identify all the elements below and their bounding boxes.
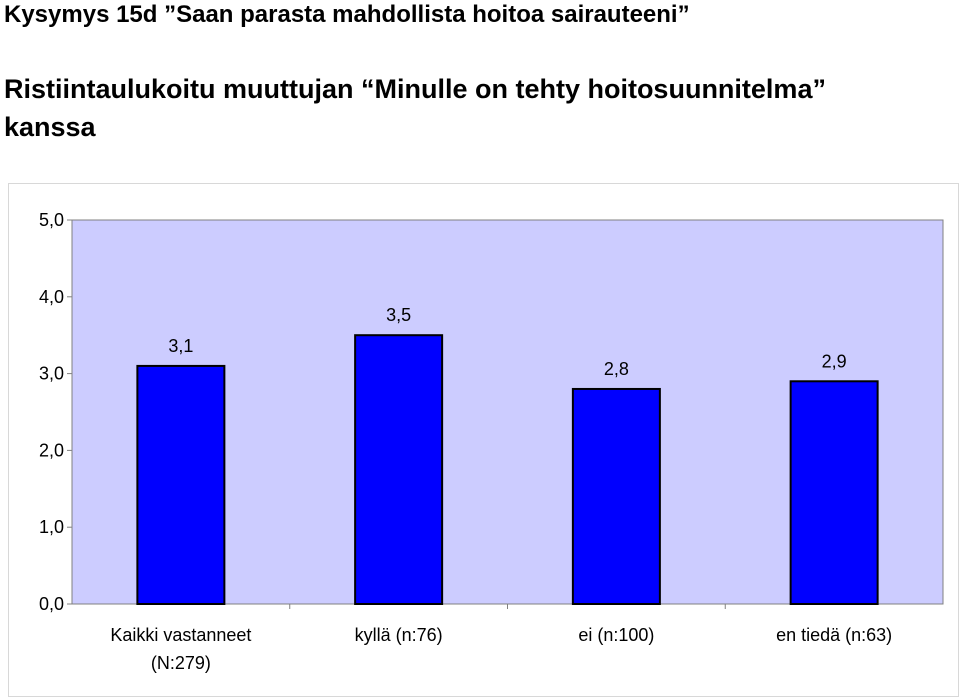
- data-label: 3,1: [168, 336, 193, 356]
- x-category-label: kyllä (n:76): [355, 625, 443, 645]
- data-label: 2,8: [604, 359, 629, 379]
- y-tick-label: 0,0: [39, 594, 64, 614]
- chart-subtitle-line-2: kanssa: [4, 112, 96, 142]
- bar: [354, 334, 444, 605]
- x-category-label: (N:279): [151, 653, 211, 673]
- chart-subtitle-line-1: Ristiintaulukoitu muuttujan “Minulle on …: [4, 74, 826, 104]
- bar: [136, 364, 226, 605]
- bar: [789, 380, 879, 605]
- x-category-label: en tiedä (n:63): [776, 625, 892, 645]
- question-title: Kysymys 15d ”Saan parasta mahdollista ho…: [4, 1, 690, 28]
- data-label: 3,5: [386, 305, 411, 325]
- bar-chart: 0,0 1,0 2,0 3,0 4,0 5,0 3,1 Kaikki vastanneet (N…: [39, 210, 944, 673]
- y-tick-label: 3,0: [39, 364, 64, 384]
- y-tick-label: 1,0: [39, 517, 64, 537]
- y-tick-label: 4,0: [39, 287, 64, 307]
- x-category-label: ei (n:100): [578, 625, 654, 645]
- y-tick-label: 5,0: [39, 210, 64, 230]
- data-label: 2,9: [822, 351, 847, 371]
- bar: [571, 387, 661, 605]
- y-tick-label: 2,0: [39, 440, 64, 460]
- x-category-label: Kaikki vastanneet: [110, 625, 251, 645]
- chart-area: 0,0 1,0 2,0 3,0 4,0 5,0 3,1 Kaikki vastanneet (N…: [8, 183, 959, 697]
